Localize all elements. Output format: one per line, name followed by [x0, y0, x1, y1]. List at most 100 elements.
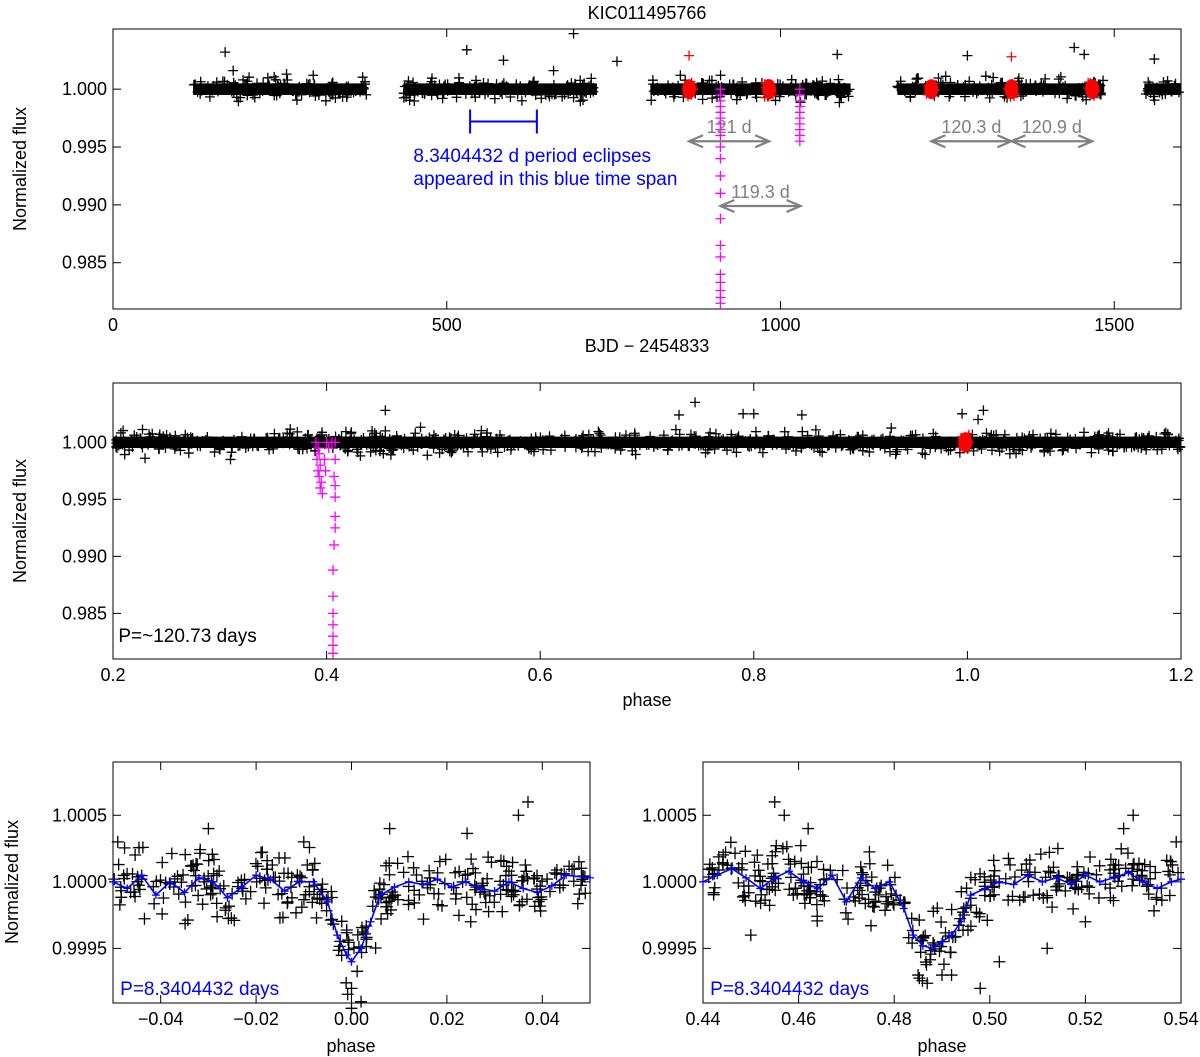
- data-point: [984, 874, 997, 887]
- data-point: [466, 898, 479, 911]
- outlier-point: [744, 929, 757, 942]
- data-point: [434, 79, 445, 90]
- outlier-point: [281, 69, 292, 80]
- data-point: [340, 924, 353, 937]
- data-point: [1002, 894, 1015, 907]
- data-point: [1021, 79, 1032, 90]
- data-point: [585, 433, 596, 444]
- red-point: [684, 50, 695, 61]
- data-point: [658, 430, 669, 441]
- data-point: [1053, 74, 1064, 85]
- data-point: [988, 864, 1001, 877]
- data-point: [1093, 859, 1106, 872]
- data-point: [249, 92, 260, 103]
- data-point: [254, 88, 265, 99]
- data-point: [888, 871, 901, 884]
- data-point: [1143, 77, 1154, 88]
- data-point: [880, 897, 893, 910]
- data-point: [960, 882, 973, 895]
- data-point: [936, 443, 947, 454]
- binned-model-point: [1024, 871, 1033, 880]
- data-point: [191, 858, 204, 871]
- binned-model-point: [109, 877, 117, 886]
- data-point: [898, 435, 909, 446]
- outlier-point: [1079, 915, 1092, 928]
- data-point: [1062, 432, 1073, 443]
- data-point: [854, 860, 867, 873]
- data-point: [177, 868, 190, 881]
- data-point: [769, 91, 778, 100]
- binned-model-point: [713, 871, 722, 880]
- data-point: [532, 436, 543, 447]
- data-point: [822, 440, 833, 451]
- data-point: [1063, 871, 1076, 884]
- data-point: [643, 435, 654, 446]
- data-point: [485, 443, 496, 454]
- data-point: [669, 89, 680, 100]
- data-point: [1046, 901, 1059, 914]
- data-point: [833, 74, 844, 85]
- data-point: [1055, 71, 1066, 82]
- data-point: [480, 83, 491, 94]
- red-point: [1006, 51, 1017, 62]
- data-point: [998, 433, 1009, 444]
- data-point: [251, 860, 264, 873]
- data-marks-middle: [111, 397, 1186, 659]
- data-point: [930, 439, 941, 450]
- data-point: [648, 79, 659, 90]
- data-point: [432, 887, 445, 900]
- data-point: [922, 90, 931, 99]
- data-point: [966, 438, 975, 447]
- data-point: [118, 841, 131, 854]
- data-point: [303, 79, 314, 90]
- data-point: [559, 89, 570, 100]
- binned-model-point: [756, 884, 765, 893]
- binned-model-point: [899, 904, 908, 913]
- data-point: [226, 447, 237, 458]
- data-point: [707, 93, 718, 104]
- outlier-point: [973, 414, 984, 425]
- data-point: [817, 76, 828, 87]
- period-label-right: P=8.3404432 days: [710, 979, 869, 1000]
- data-point: [319, 85, 330, 96]
- data-point: [1170, 78, 1181, 89]
- data-point: [868, 901, 881, 914]
- y-tick-label: 1.000: [62, 432, 107, 452]
- magenta-point: [314, 448, 325, 459]
- binned-model-point: [347, 957, 356, 966]
- binned-model-point: [1067, 880, 1076, 889]
- data-point: [772, 877, 785, 890]
- x-axis-label-bottom-left: phase: [326, 1036, 375, 1056]
- data-point: [763, 899, 776, 912]
- data-point: [192, 435, 203, 446]
- outlier-point: [355, 995, 368, 1008]
- data-point: [449, 892, 462, 905]
- data-point: [350, 85, 361, 96]
- data-point: [383, 895, 396, 908]
- data-point: [1133, 438, 1144, 449]
- outlier-point: [912, 969, 925, 982]
- binned-model-point: [547, 881, 556, 890]
- y-tick-label: 0.995: [62, 489, 107, 509]
- data-point: [273, 82, 284, 93]
- data-point: [1051, 436, 1062, 447]
- data-point: [1126, 442, 1137, 453]
- data-point: [973, 910, 986, 923]
- data-point: [298, 84, 309, 95]
- data-point: [1156, 86, 1167, 97]
- data-point: [828, 430, 839, 441]
- data-point: [787, 889, 800, 902]
- data-point: [891, 446, 902, 457]
- data-point: [360, 919, 373, 932]
- data-point: [210, 897, 223, 910]
- y-tick-label: 1.0000: [52, 872, 107, 892]
- data-point: [460, 891, 473, 904]
- data-point: [571, 897, 584, 910]
- magenta-point: [317, 488, 328, 499]
- data-point: [1144, 872, 1157, 885]
- data-point: [853, 892, 866, 905]
- y-tick-label: 1.000: [62, 79, 107, 99]
- data-point: [410, 869, 423, 882]
- data-point: [1009, 82, 1018, 91]
- axes-middle: 0.2 0.4 0.6 0.8 1.0 1.2 0.985 0.990 0.995 1.000: [62, 383, 1194, 685]
